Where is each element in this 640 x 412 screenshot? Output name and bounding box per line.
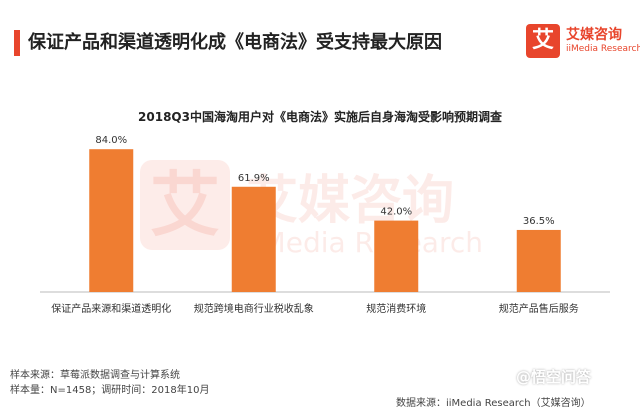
logo-name-cn: 艾媒咨询 <box>566 27 622 43</box>
page-title: 保证产品和渠道透明化成《电商法》受支持最大原因 <box>28 32 442 53</box>
platform-watermark: @悟空问答 <box>516 368 592 386</box>
bar <box>374 220 419 292</box>
bar <box>516 229 561 292</box>
x-tick-label: 规范产品售后服务 <box>499 302 579 315</box>
watermark-logo-icon: 艾 <box>150 164 220 246</box>
logo-icon: 艾 <box>526 24 560 58</box>
bar-value-label: 61.9% <box>238 173 270 184</box>
header-accent-bar <box>14 30 20 56</box>
bar <box>89 149 134 292</box>
bar-value-label: 36.5% <box>523 216 555 227</box>
logo-name-en: iiMedia Research <box>566 44 640 54</box>
bar <box>231 186 276 292</box>
sample-source-note: 样本来源：草莓派数据调查与计算系统 <box>10 370 180 381</box>
bar-value-label: 42.0% <box>380 207 412 218</box>
chart-title: 2018Q3中国海淘用户对《电商法》实施后自身海淘受影响预期调查 <box>138 110 502 124</box>
x-tick-label: 保证产品来源和渠道透明化 <box>51 302 171 315</box>
x-tick-label: 规范消费环境 <box>366 302 426 315</box>
sample-size-note: 样本量：N=1458；调研时间：2018年10月 <box>10 385 210 396</box>
x-tick-label: 规范跨境电商行业税收乱象 <box>194 302 314 315</box>
data-source-note: 数据来源：iiMedia Research（艾媒咨询） <box>396 398 591 409</box>
watermark-text-en: iiMedia Research <box>246 226 483 259</box>
watermark-logo-background <box>140 160 230 250</box>
watermark-text-cn: 艾媒咨询 <box>246 171 455 231</box>
bar-value-label: 84.0% <box>95 135 127 146</box>
